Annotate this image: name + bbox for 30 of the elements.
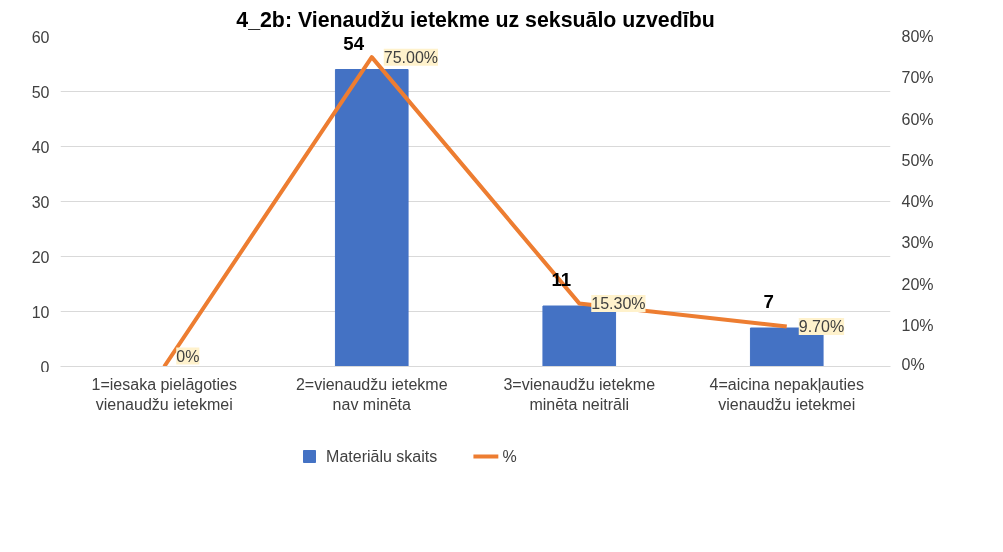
x-tick-label: 4=aicina nepakļauties vienaudžu ietekmei xyxy=(709,375,864,414)
legend-label: % xyxy=(502,448,517,465)
data-label: 54 xyxy=(343,32,365,54)
x-tick-label: 1=iesaka pielāgoties vienaudžu ietekmei xyxy=(91,375,237,414)
data-label: 0% xyxy=(176,347,200,365)
y2-tick-label: 70% xyxy=(901,69,934,87)
x-tick-label: 2=vienaudžu ietekme nav minēta xyxy=(295,375,448,414)
data-label: 15.30% xyxy=(591,294,646,312)
x-tick-label: 3=vienaudžu ietekme minēta neitrāli xyxy=(503,375,656,414)
y-tick-label: 30 xyxy=(31,193,50,211)
y2-tick-label: 50% xyxy=(901,151,934,169)
data-label: 7 xyxy=(763,291,774,312)
y2-tick-label: 80% xyxy=(901,28,934,45)
y2-tick-label: 0% xyxy=(901,355,925,373)
y-tick-label: 20 xyxy=(31,248,50,266)
legend-label: Materiālu skaits xyxy=(326,448,438,465)
y-tick-label: 0 xyxy=(40,358,50,376)
y2-tick-label: 40% xyxy=(901,193,934,210)
y-tick-label: 60 xyxy=(31,28,50,46)
chart-title: 4_2b: Vienaudžu ietekme uz seksuālo uzvedību xyxy=(236,7,715,32)
y-tick-label: 40 xyxy=(31,138,50,156)
data-label: 9.70% xyxy=(798,317,845,335)
bar xyxy=(334,69,409,367)
y2-tick-label: 10% xyxy=(901,316,934,334)
y2-tick-label: 60% xyxy=(901,110,934,128)
y-tick-label: 10 xyxy=(31,303,50,321)
y2-tick-label: 20% xyxy=(901,275,934,293)
y2-tick-label: 30% xyxy=(901,234,934,252)
data-label: 75.00% xyxy=(383,48,439,66)
y-tick-label: 50 xyxy=(31,83,50,101)
